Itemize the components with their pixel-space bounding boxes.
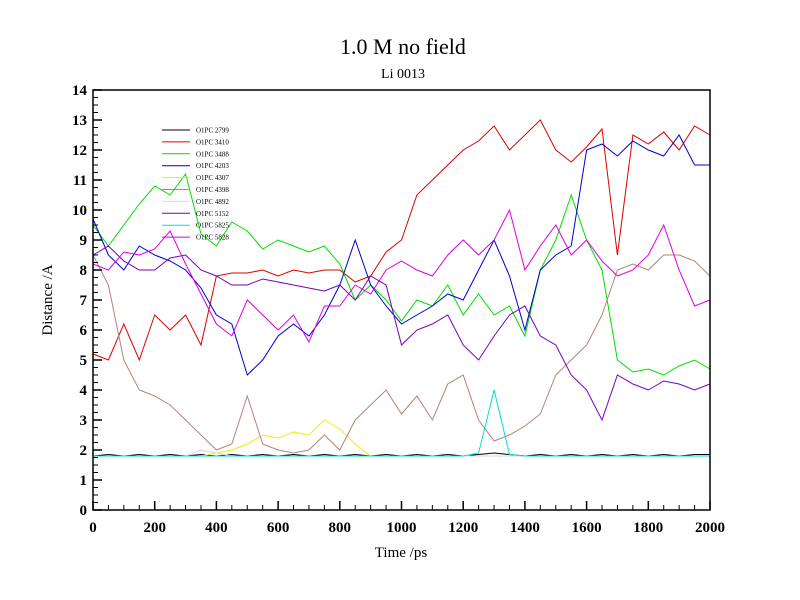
chart-title: 1.0 M no field xyxy=(340,34,466,59)
x-tick-label: 200 xyxy=(143,520,166,536)
plot-area xyxy=(92,119,711,457)
plot-frame xyxy=(92,89,711,511)
y-tick-label: 14 xyxy=(72,83,88,99)
y-tick-label: 13 xyxy=(72,113,87,129)
legend-label: O1PC 5825 xyxy=(196,222,229,230)
x-tick-label: 1600 xyxy=(572,520,602,536)
series-line-5 xyxy=(92,254,711,454)
y-tick-label: 10 xyxy=(72,203,87,219)
x-tick-label: 1200 xyxy=(448,520,478,536)
series-line-1 xyxy=(92,119,711,362)
series-line-6 xyxy=(93,449,710,457)
series-line-4 xyxy=(93,419,710,457)
legend-label: O1PC 3488 xyxy=(196,150,229,158)
legend-label: O1PC 4203 xyxy=(196,162,229,170)
y-tick-label: 8 xyxy=(80,263,88,279)
y-axis-label: Distance /A xyxy=(40,264,56,335)
y-tick-label: 1 xyxy=(80,473,88,489)
x-tick-label: 1000 xyxy=(387,520,417,536)
x-tick-label: 400 xyxy=(205,520,228,536)
legend-label: O1PC 4307 xyxy=(196,174,229,182)
series-line-9 xyxy=(92,208,711,344)
legend: O1PC 2799 O1PC 3410 O1PC 3488 O1PC 4203 O1PC… xyxy=(162,127,229,242)
legend-label: O1PC 4892 xyxy=(196,198,229,206)
x-tick-label: 600 xyxy=(267,520,290,536)
series-line-3 xyxy=(92,134,710,376)
x-tick-label: 1400 xyxy=(510,520,540,536)
x-tick-label: 2000 xyxy=(695,520,725,536)
x-tick-label: 800 xyxy=(329,520,352,536)
legend-label: O1PC 4398 xyxy=(196,186,229,194)
y-tick-label: 11 xyxy=(73,173,87,189)
y-tick-label: 2 xyxy=(80,443,88,459)
y-tick-label: 4 xyxy=(80,383,88,399)
y-tick-label: 3 xyxy=(80,413,88,429)
series-line-8 xyxy=(93,389,710,457)
y-tick-label: 9 xyxy=(80,233,88,249)
x-axis-label: Time /ps xyxy=(375,545,428,561)
x-tick-label: 0 xyxy=(89,520,97,536)
y-tick-label: 5 xyxy=(80,353,88,369)
y-tick-label: 12 xyxy=(72,143,87,159)
legend-label: O1PC 5828 xyxy=(196,234,229,242)
y-tick-label: 0 xyxy=(80,503,88,519)
x-axis: 0 200 400 600 800 1000 1200 1400 1600 1800 2000 xyxy=(89,501,725,536)
y-tick-label: 7 xyxy=(80,293,88,309)
legend-label: O1PC 3410 xyxy=(196,138,229,146)
legend-label: O1PC 2799 xyxy=(196,127,229,135)
series-line-7 xyxy=(92,245,711,422)
y-tick-label: 6 xyxy=(80,323,88,339)
x-tick-label: 1800 xyxy=(633,520,663,536)
legend-label: O1PC 5152 xyxy=(196,210,229,218)
chart-subtitle: Li 0013 xyxy=(381,67,425,82)
